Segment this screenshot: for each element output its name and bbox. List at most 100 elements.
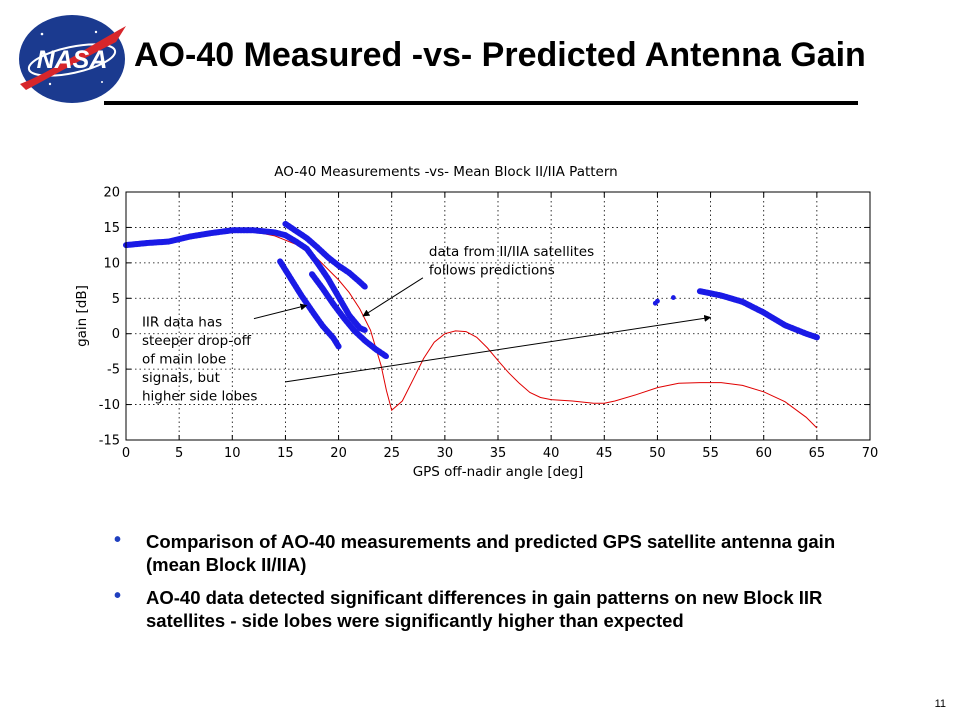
title-underline — [104, 101, 858, 105]
x-tick-label: 60 — [755, 446, 772, 461]
measurement-point — [357, 325, 363, 331]
measurement-point — [803, 331, 809, 337]
annotation-text: signals, but — [142, 370, 220, 386]
x-tick-label: 70 — [862, 446, 879, 461]
measurement-point — [272, 229, 278, 235]
x-axis-label: GPS off-nadir angle [deg] — [413, 464, 584, 480]
y-tick-label: 10 — [103, 256, 120, 271]
chart-series — [123, 220, 820, 429]
annotation-text: data from II/IIA satellites — [429, 244, 594, 260]
annotation-arrow — [253, 303, 308, 320]
measurement-point — [298, 292, 304, 299]
nasa-logo: NASA — [16, 12, 128, 106]
measurement-point — [304, 246, 310, 252]
measurement-point — [335, 263, 342, 269]
x-tick-label: 50 — [649, 446, 666, 461]
y-tick-label: -10 — [99, 398, 120, 413]
y-axis-label: gain [dB] — [74, 285, 90, 347]
logo-wordmark: NASA — [37, 46, 108, 74]
chart-annotations: data from II/IIA satellites follows predi… — [142, 244, 712, 405]
y-tick-label: 5 — [112, 292, 120, 307]
annotation-text: follows predictions — [429, 262, 555, 278]
annotation-text: of main lobe — [142, 352, 226, 368]
measurement-point — [314, 260, 320, 266]
measurement-point — [697, 288, 703, 294]
x-tick-label: 20 — [330, 446, 347, 461]
annotation-arrow — [285, 314, 712, 383]
x-tick-label: 5 — [175, 446, 183, 461]
annotation-text: IIR data has — [142, 315, 222, 331]
measurement-point — [330, 335, 336, 341]
measurement-point — [362, 338, 368, 344]
y-tick-label: 15 — [103, 221, 120, 236]
measurement-point — [330, 301, 336, 307]
measurement-point — [304, 235, 310, 241]
measurement-point — [383, 353, 389, 359]
measurement-point — [362, 284, 368, 290]
measurement-point — [229, 227, 235, 233]
measurement-point — [288, 275, 294, 282]
measurement-point — [346, 312, 352, 318]
slide-number: 11 — [934, 698, 946, 710]
x-tick-label: 65 — [809, 446, 826, 461]
axis-ticks: 0 5 10 15 20 25 30 35 40 45 50 55 60 65 7020151050-5-1… — [99, 186, 879, 462]
measurement-point — [293, 239, 299, 245]
measurement-point — [314, 244, 320, 250]
bullet-dot-icon: • — [114, 529, 122, 551]
measurement-point — [782, 322, 788, 328]
x-tick-label: 45 — [596, 446, 613, 461]
x-tick-label: 25 — [383, 446, 400, 461]
measurement-point — [346, 270, 352, 276]
x-tick-label: 0 — [122, 446, 130, 461]
x-tick-label: 30 — [437, 446, 454, 461]
measurement-point — [739, 299, 746, 305]
x-tick-label: 35 — [490, 446, 507, 461]
bullet-item: • Comparison of AO-40 measurements and pr… — [114, 529, 884, 576]
annotation-text: higher side lobes — [142, 389, 257, 405]
y-tick-label: 0 — [112, 327, 120, 342]
y-tick-label: -15 — [99, 434, 120, 449]
measurement-point — [309, 308, 315, 314]
measurement-point — [814, 334, 820, 340]
annotation-text: steeper drop-off — [142, 333, 252, 349]
measurement-point — [187, 234, 193, 240]
bullet-list: • Comparison of AO-40 measurements and pr… — [114, 529, 884, 642]
measurement-point — [208, 230, 214, 236]
measurement-point — [373, 346, 379, 352]
bullet-text: AO-40 data detected significant differen… — [146, 587, 823, 631]
y-tick-label: -5 — [107, 363, 120, 378]
gain-chart: AO-40 Measurements -vs- Mean Block II/II… — [74, 164, 879, 480]
measurement-point — [362, 327, 368, 333]
measurement-point — [277, 258, 283, 265]
measurement-point — [282, 232, 289, 238]
measurement-point — [325, 254, 331, 260]
measurement-point — [282, 221, 289, 227]
measurement-point — [761, 309, 767, 316]
bullet-dot-icon: • — [114, 585, 122, 607]
measurement-point — [325, 275, 331, 282]
measurement-point — [357, 279, 363, 285]
measurement-point — [670, 295, 676, 300]
x-tick-label: 40 — [543, 446, 560, 461]
y-tick-label: 20 — [103, 186, 120, 201]
measurement-point — [293, 228, 299, 234]
measurement-point — [309, 271, 315, 277]
measurement-point — [320, 323, 326, 329]
measurement-point — [718, 292, 724, 299]
measurement-point — [144, 240, 150, 246]
x-tick-label: 55 — [702, 446, 719, 461]
measurement-point — [320, 285, 326, 291]
x-tick-label: 10 — [224, 446, 241, 461]
measurement-point — [165, 239, 172, 245]
chart-title: AO-40 Measurements -vs- Mean Block II/II… — [274, 164, 618, 180]
prediction-line — [125, 230, 818, 429]
slide-title: AO-40 Measured -vs- Predicted Antenna Ga… — [134, 36, 866, 74]
nasa-meatball-logo-icon: NASA — [19, 15, 126, 103]
measurement-point — [655, 298, 660, 304]
measurement-point — [335, 294, 342, 300]
measurement-point — [335, 343, 342, 350]
measurement-band — [696, 288, 820, 341]
measurement-point — [351, 328, 358, 334]
measurement-point — [341, 315, 347, 321]
bullet-text: Comparison of AO-40 measurements and pre… — [146, 531, 836, 575]
